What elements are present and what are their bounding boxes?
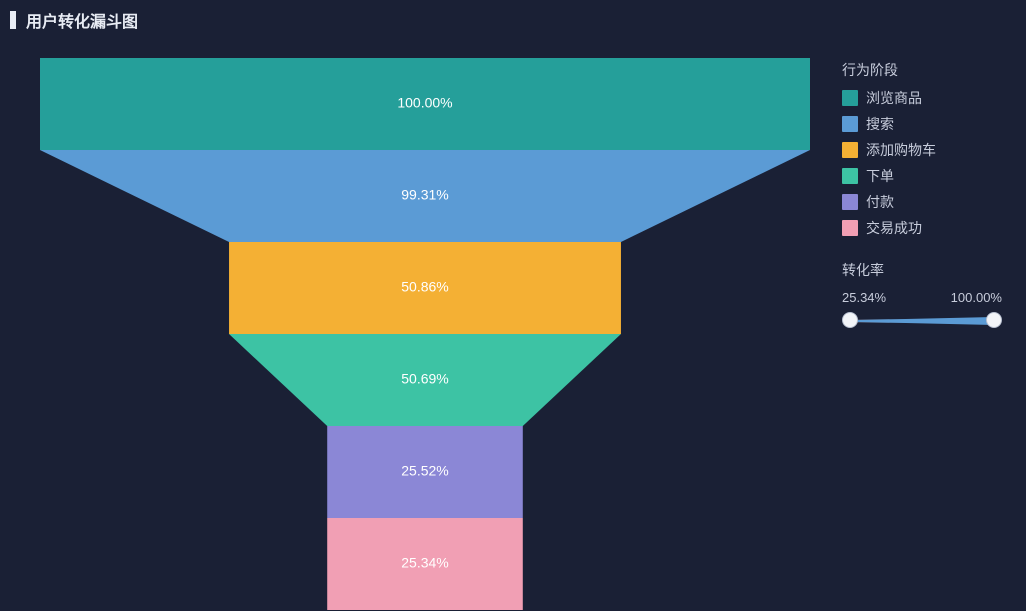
legend-swatch-icon [842,168,858,184]
legend-item-label: 下单 [866,166,894,186]
slider-labels: 25.34% 100.00% [842,290,1002,305]
legend-title: 行为阶段 [842,60,936,80]
legend-swatch-icon [842,220,858,236]
legend-item-label: 添加购物车 [866,140,936,160]
legend-item-label: 付款 [866,192,894,212]
slider-title: 转化率 [842,260,1002,280]
slider-thumb-min[interactable] [842,312,858,328]
funnel-chart: 100.00% 99.31% 50.86% 50.69% 25.52% 25.34% [40,58,810,611]
funnel-segment-label: 99.31% [401,187,448,203]
legend-item[interactable]: 下单 [842,166,936,186]
title-marker-icon [10,11,16,29]
funnel-segment-label: 100.00% [397,95,452,111]
legend-item-label: 搜索 [866,114,894,134]
legend-swatch-icon [842,90,858,106]
legend-item[interactable]: 付款 [842,192,936,212]
slider-thumb-max[interactable] [986,312,1002,328]
chart-title: 用户转化漏斗图 [26,8,138,32]
funnel-segment-label: 50.86% [401,279,448,295]
slider-min-label: 25.34% [842,290,886,305]
funnel-segment-label: 50.69% [401,371,448,387]
slider-max-label: 100.00% [951,290,1002,305]
chart-title-bar: 用户转化漏斗图 [10,8,138,32]
legend-swatch-icon [842,116,858,132]
legend-item[interactable]: 浏览商品 [842,88,936,108]
slider-track[interactable] [842,311,1002,331]
legend: 行为阶段 浏览商品搜索添加购物车下单付款交易成功 [842,60,936,244]
range-slider[interactable]: 转化率 25.34% 100.00% [842,260,1002,331]
legend-item[interactable]: 添加购物车 [842,140,936,160]
legend-item-label: 交易成功 [866,218,922,238]
funnel-svg: 100.00% 99.31% 50.86% 50.69% 25.52% 25.34% [40,58,810,610]
legend-item-label: 浏览商品 [866,88,922,108]
legend-item[interactable]: 搜索 [842,114,936,134]
funnel-segment-label: 25.34% [401,555,448,571]
funnel-segment-label: 25.52% [401,463,448,479]
legend-swatch-icon [842,142,858,158]
legend-swatch-icon [842,194,858,210]
legend-item[interactable]: 交易成功 [842,218,936,238]
